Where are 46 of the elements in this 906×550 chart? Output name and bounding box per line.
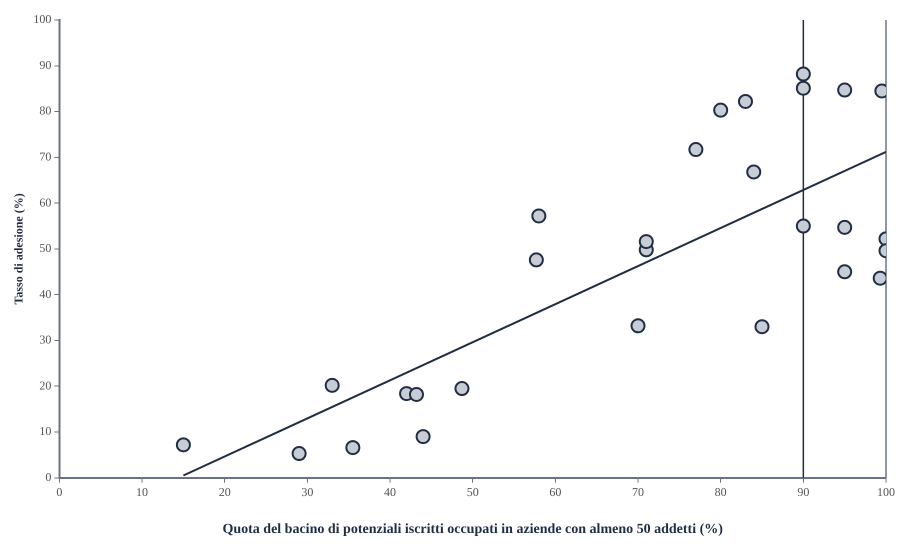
y-tick-label: 30	[39, 332, 52, 347]
x-tick-label: 40	[384, 485, 396, 500]
x-tick-label: 30	[301, 485, 314, 500]
y-tick-label: 20	[39, 378, 52, 392]
point	[754, 319, 770, 334]
point	[746, 164, 762, 180]
y-axis-title: Tasso di adesione (%)	[11, 193, 26, 305]
x-tick-label: 100	[877, 485, 895, 500]
point	[345, 440, 360, 456]
y-tick-label: 10	[39, 424, 52, 438]
point	[796, 218, 811, 234]
y-tick-label: 80	[39, 104, 52, 118]
point	[324, 378, 340, 393]
point	[528, 252, 544, 268]
point	[738, 94, 753, 109]
x-tick-label: 90	[797, 485, 810, 500]
x-tick-label: 50	[466, 485, 479, 500]
point	[796, 80, 811, 96]
point	[688, 142, 704, 158]
x-tick-label: 60	[549, 485, 562, 500]
point	[638, 234, 654, 250]
point	[713, 102, 728, 118]
x-tick-label: 10	[136, 485, 148, 500]
point	[416, 429, 431, 444]
x-tick-label: 80	[714, 485, 727, 500]
point	[837, 264, 852, 280]
y-tick-label: 40	[39, 286, 52, 301]
point	[837, 82, 852, 98]
point	[292, 446, 307, 462]
y-tick-label: 100	[33, 12, 52, 26]
x-tick-label: 70	[632, 485, 644, 500]
y-tick-label: 70	[39, 149, 52, 164]
x-tick-label: 0	[56, 485, 62, 500]
y-tick-label: 90	[39, 58, 52, 72]
y-tick-label: 50	[39, 241, 52, 256]
x-axis-title: Quota del bacino di potenziali iscritti occupati in aziende con almeno 50 addetti (%)	[222, 522, 724, 538]
point	[837, 220, 852, 235]
point	[796, 66, 811, 82]
y-tick-label: 0	[45, 470, 52, 484]
point	[531, 208, 546, 224]
point	[454, 381, 470, 396]
point	[176, 437, 191, 452]
x-tick-label: 20	[218, 485, 231, 500]
y-tick-label: 60	[39, 195, 52, 210]
point	[408, 386, 424, 402]
point	[630, 318, 646, 334]
